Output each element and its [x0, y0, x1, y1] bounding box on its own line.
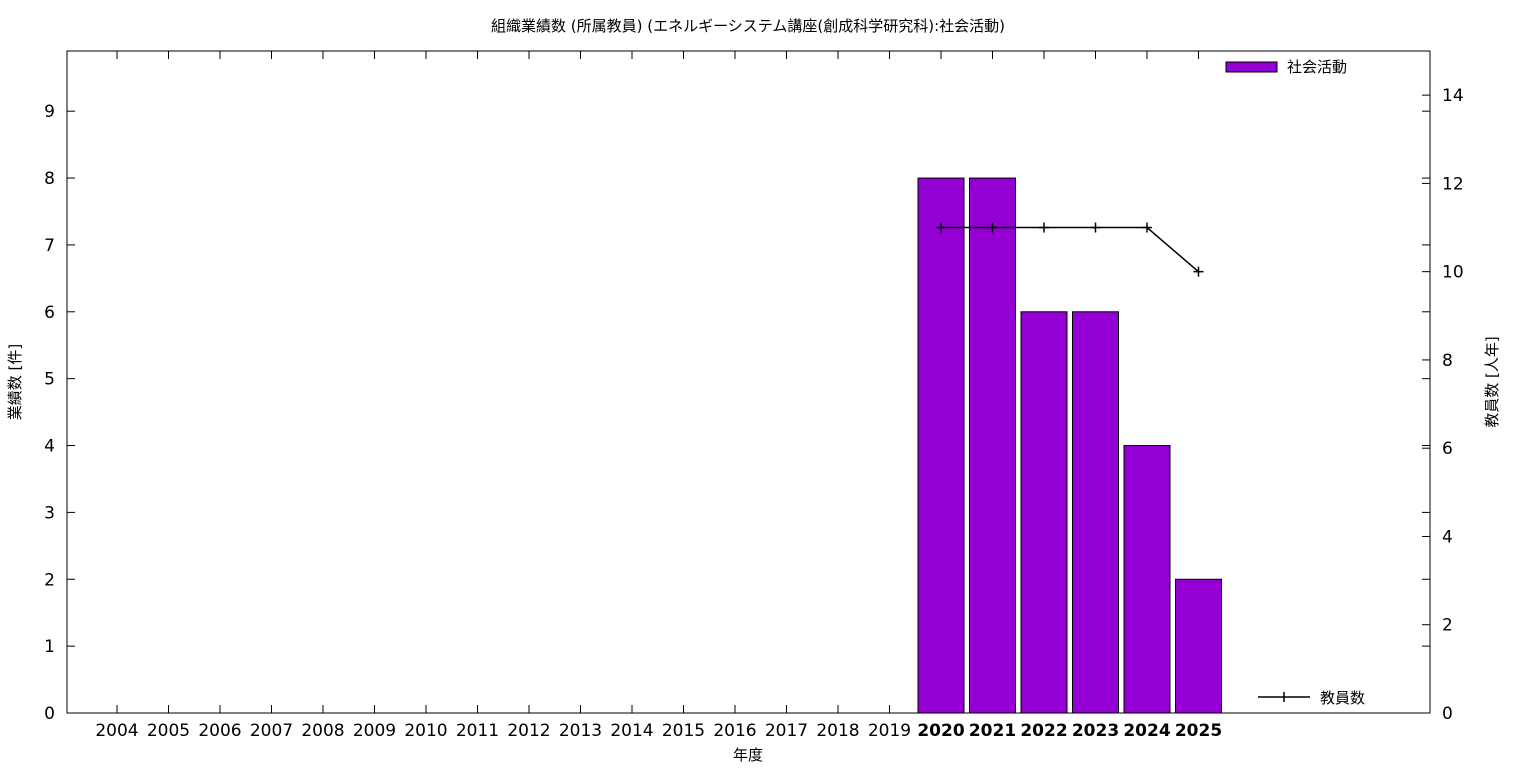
x-tick-label: 2007: [250, 721, 293, 741]
x-tick-label: 2019: [868, 721, 911, 741]
x-tick-label: 2017: [765, 721, 808, 741]
y-tick-label: 8: [44, 169, 55, 189]
chart-title: 組織業績数 (所属教員) (エネルギーシステム講座(創成科学研究科):社会活動): [491, 17, 1005, 35]
legend-bar: 社会活動: [1225, 58, 1347, 76]
y2-tick-label: 12: [1442, 174, 1464, 194]
x-tick-label: 2011: [456, 721, 499, 741]
x-tick-label: 2021: [969, 721, 1016, 741]
x-tick-label: 2016: [713, 721, 756, 741]
x-tick-label: 2009: [353, 721, 396, 741]
x-tick-label: 2006: [198, 721, 241, 741]
bar: [1020, 311, 1068, 714]
line-series: [936, 222, 1204, 277]
bar: [1175, 578, 1222, 714]
x-tick-label: 2025: [1175, 721, 1222, 741]
y-tick-label: 3: [44, 503, 55, 523]
x-tick-label: 2020: [917, 721, 964, 741]
y-tick-label: 5: [44, 370, 55, 390]
y-tick-label: 2: [44, 570, 55, 590]
bar: [917, 177, 965, 714]
y2-tick-label: 14: [1442, 86, 1464, 106]
legend-bar-swatch: [1225, 61, 1278, 73]
y2-tick-label: 10: [1442, 263, 1464, 283]
x-tick-label: 2010: [404, 721, 447, 741]
y-tick-label: 1: [44, 637, 55, 657]
faculty-count-line: [941, 226, 1199, 273]
y-tick-label: 9: [44, 102, 55, 122]
y-tick-label: 4: [44, 437, 55, 457]
y2-tick-label: 6: [1442, 439, 1453, 459]
bar: [969, 177, 1016, 714]
bar-series: [917, 177, 1222, 714]
x-tick-label: 2018: [816, 721, 859, 741]
x-tick-label: 2012: [507, 721, 550, 741]
x-tick-label: 2004: [95, 721, 138, 741]
bar: [1072, 311, 1119, 714]
plot-frame: [66, 50, 1431, 714]
legend-line-label: 教員数: [1320, 689, 1365, 707]
y2-axis-label: 教員数 [人年]: [1483, 336, 1501, 427]
y-axis-label: 業績数 [件]: [6, 344, 24, 420]
x-tick-label: 2015: [662, 721, 705, 741]
y-tick-label: 0: [44, 704, 55, 724]
x-tick-label: 2023: [1072, 721, 1119, 741]
y-tick-label: 7: [44, 236, 55, 256]
x-tick-label: 2008: [301, 721, 344, 741]
x-tick-label: 2022: [1020, 721, 1067, 741]
legend-bar-label: 社会活動: [1287, 58, 1347, 76]
y2-tick-label: 8: [1442, 351, 1453, 371]
y-axis-right: 0 2 4 6 8 10 12 14: [1422, 86, 1464, 724]
y-axis-left: 0 1 2 3 4 5 6 7 8 9: [44, 102, 1430, 724]
x-tick-label: 2014: [610, 721, 653, 741]
x-axis: 2004 2005 2006 2007 2008 2009 2010 2011 2012 2013…: [95, 51, 1222, 741]
y2-tick-label: 2: [1442, 616, 1453, 636]
x-tick-label: 2024: [1123, 721, 1170, 741]
bar: [1123, 445, 1171, 714]
legend-line: 教員数: [1258, 689, 1365, 707]
x-axis-label: 年度: [733, 746, 763, 764]
x-tick-label: 2013: [559, 721, 602, 741]
y-tick-label: 6: [44, 303, 55, 323]
x-tick-label: 2005: [147, 721, 190, 741]
y2-tick-label: 4: [1442, 527, 1453, 547]
y2-tick-label: 0: [1442, 704, 1453, 724]
